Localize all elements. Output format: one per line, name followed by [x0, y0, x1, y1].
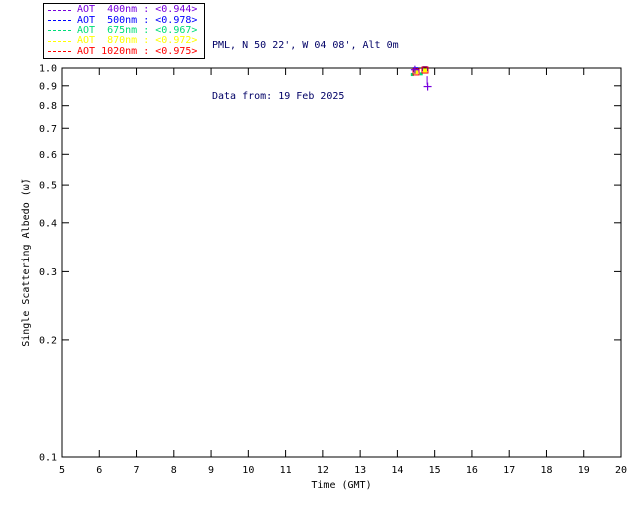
x-tick-label: 12 — [317, 465, 329, 476]
x-tick-label: 9 — [208, 465, 214, 476]
legend-item-label: AOT 1020nm : <0.975> — [77, 45, 198, 57]
y-tick-label: 0.1 — [39, 453, 57, 464]
plot-box — [61, 67, 622, 458]
x-tick-label: 15 — [429, 465, 441, 476]
x-tick-label: 11 — [280, 465, 292, 476]
legend-item-500nm: AOT 500nm : <0.978> — [48, 14, 202, 26]
x-tick-label: 13 — [354, 465, 366, 476]
legend-item-label: AOT 400nm : <0.944> — [77, 4, 198, 16]
legend-item-400nm: AOT 400nm : <0.944> — [48, 5, 202, 15]
x-tick-label: 20 — [615, 465, 627, 476]
square-marker — [422, 68, 427, 73]
y-tick-label: 0.9 — [39, 81, 57, 92]
x-tick-label: 17 — [503, 465, 515, 476]
data-markers — [410, 65, 432, 91]
square-marker — [414, 70, 419, 75]
station-info: PML, N 50 22', W 04 08', Alt 0m — [212, 40, 399, 51]
legend-dash-sample — [48, 20, 71, 22]
x-axis-label: Time (GMT) — [311, 480, 371, 491]
x-tick-label: 14 — [391, 465, 403, 476]
square-marker — [421, 66, 429, 74]
y-tick-label: 0.4 — [39, 218, 57, 229]
legend-item-870nm: AOT 870nm : <0.972> — [48, 36, 202, 46]
series-aot-400nm — [410, 65, 432, 91]
square-marker — [410, 73, 414, 77]
legend-box: AOT 400nm : <0.944> AOT 500nm : <0.978> AO… — [43, 3, 205, 59]
y-tick-label: 0.3 — [39, 267, 57, 278]
x-tick-label: 19 — [578, 465, 590, 476]
legend-item-label: AOT 870nm : <0.972> — [77, 35, 198, 47]
y-tick-label: 0.5 — [39, 181, 57, 192]
y-axis-ticks: 1.0 0.9 0.8 0.7 0.6 0.5 0.4 0.3 0.2 0.1 — [39, 64, 621, 464]
y-axis-label: Single Scattering Albedo (ω̃) — [20, 178, 32, 347]
x-tick-label: 7 — [134, 465, 140, 476]
square-marker — [419, 72, 423, 76]
y-tick-label: 0.8 — [39, 101, 57, 112]
series-aot-675nm — [410, 72, 423, 77]
y-tick-label: 0.2 — [39, 335, 57, 346]
legend-item-675nm: AOT 675nm : <0.967> — [48, 24, 202, 36]
legend-dash-sample — [48, 51, 71, 53]
legend-item-label: AOT 675nm : <0.967> — [77, 24, 198, 36]
x-tick-label: 8 — [171, 465, 177, 476]
series-aot-1020nm — [412, 66, 429, 76]
x-tick-label: 5 — [59, 465, 65, 476]
x-tick-label: 10 — [242, 465, 254, 476]
legend-dash-sample — [48, 9, 71, 11]
legend-item-1020nm: AOT 1020nm : <0.975> — [48, 45, 202, 57]
y-tick-label: 0.7 — [39, 124, 57, 135]
square-marker — [412, 68, 420, 76]
x-tick-label: 16 — [466, 465, 478, 476]
x-axis-ticks: 5 6 7 8 9 10 11 12 13 14 15 16 17 18 19 20 — [59, 68, 627, 476]
y-tick-label: 1.0 — [39, 64, 57, 75]
x-tick-label: 18 — [540, 465, 552, 476]
legend-dash-sample — [48, 30, 71, 32]
y-tick-label: 0.6 — [39, 150, 57, 161]
legend-dash-sample — [48, 40, 71, 42]
series-aot-870nm — [414, 68, 427, 75]
legend-item-label: AOT 500nm : <0.978> — [77, 14, 198, 26]
plot-header: PML, N 50 22', W 04 08', Alt 0m Data fro… — [212, 3, 399, 139]
x-tick-label: 6 — [96, 465, 102, 476]
data-date: Data from: 19 Feb 2025 — [212, 91, 345, 102]
